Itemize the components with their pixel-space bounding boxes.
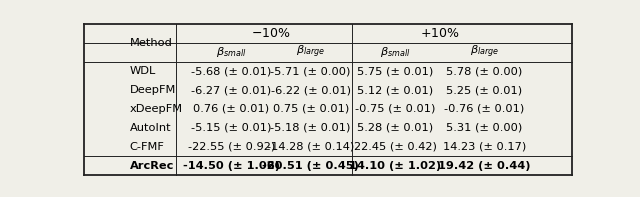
Text: $+10\%$: $+10\%$	[420, 27, 460, 40]
Text: 5.31 (± 0.00): 5.31 (± 0.00)	[446, 123, 522, 133]
Text: $\beta_{small}$: $\beta_{small}$	[380, 45, 410, 59]
Text: 0.75 (± 0.01): 0.75 (± 0.01)	[273, 104, 349, 114]
Text: 14.23 (± 0.17): 14.23 (± 0.17)	[443, 142, 526, 152]
Text: -5.15 (± 0.01): -5.15 (± 0.01)	[191, 123, 271, 133]
Text: 5.25 (± 0.01): 5.25 (± 0.01)	[446, 85, 522, 95]
Text: -0.75 (± 0.01): -0.75 (± 0.01)	[355, 104, 435, 114]
Text: -5.68 (± 0.01): -5.68 (± 0.01)	[191, 66, 271, 76]
Text: WDL: WDL	[129, 66, 156, 76]
Text: xDeepFM: xDeepFM	[129, 104, 183, 114]
Text: -0.76 (± 0.01): -0.76 (± 0.01)	[444, 104, 524, 114]
Text: 5.28 (± 0.01): 5.28 (± 0.01)	[357, 123, 433, 133]
Text: 5.75 (± 0.01): 5.75 (± 0.01)	[357, 66, 433, 76]
Text: 14.10 (± 1.02): 14.10 (± 1.02)	[349, 161, 441, 171]
Text: $\beta_{large}$: $\beta_{large}$	[296, 44, 325, 60]
Text: 5.12 (± 0.01): 5.12 (± 0.01)	[357, 85, 433, 95]
Text: AutoInt: AutoInt	[129, 123, 172, 133]
Text: -5.18 (± 0.01): -5.18 (± 0.01)	[271, 123, 351, 133]
Text: -6.22 (± 0.01): -6.22 (± 0.01)	[271, 85, 351, 95]
Text: 22.45 (± 0.42): 22.45 (± 0.42)	[353, 142, 436, 152]
Text: -14.50 (± 1.06): -14.50 (± 1.06)	[183, 161, 280, 171]
Text: -22.55 (± 0.92): -22.55 (± 0.92)	[188, 142, 275, 152]
Text: $\beta_{small}$: $\beta_{small}$	[216, 45, 246, 59]
Text: ArcRec: ArcRec	[129, 161, 174, 171]
Text: C-FMF: C-FMF	[129, 142, 164, 152]
Text: $\beta_{large}$: $\beta_{large}$	[470, 44, 499, 60]
Text: -14.28 (± 0.14): -14.28 (± 0.14)	[267, 142, 355, 152]
Text: Method: Method	[129, 38, 172, 48]
Text: -6.27 (± 0.01): -6.27 (± 0.01)	[191, 85, 271, 95]
Text: -20.51 (± 0.45): -20.51 (± 0.45)	[262, 161, 359, 171]
Text: 19.42 (± 0.44): 19.42 (± 0.44)	[438, 161, 531, 171]
Text: $-10\%$: $-10\%$	[251, 27, 291, 40]
Text: -5.71 (± 0.00): -5.71 (± 0.00)	[271, 66, 351, 76]
Text: DeepFM: DeepFM	[129, 85, 176, 95]
Text: 0.76 (± 0.01): 0.76 (± 0.01)	[193, 104, 269, 114]
Text: 5.78 (± 0.00): 5.78 (± 0.00)	[446, 66, 522, 76]
